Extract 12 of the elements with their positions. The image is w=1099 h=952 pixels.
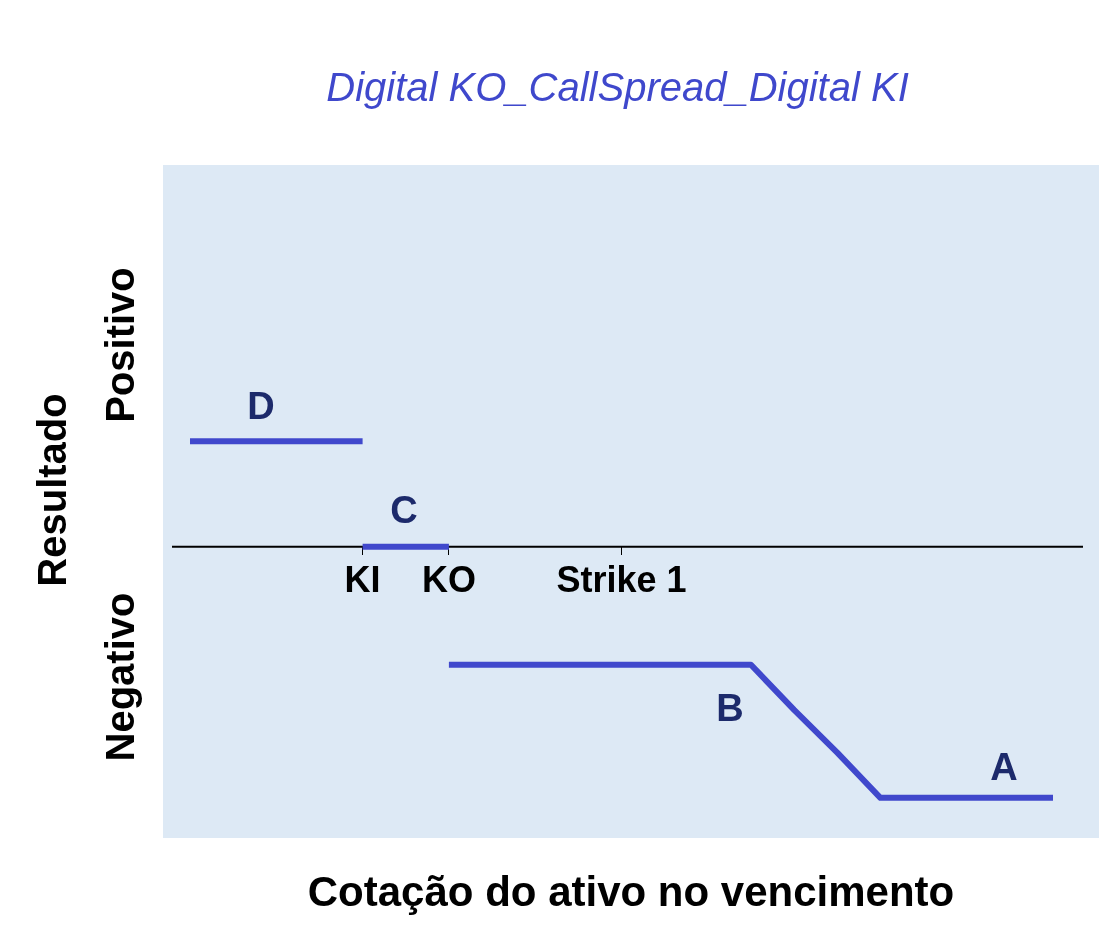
- annotation: A: [990, 745, 1018, 789]
- x-axis-title: Cotação do ativo no vencimento: [306, 868, 956, 916]
- y-axis-title: Resultado: [29, 393, 75, 587]
- x-tick-label: Strike 1: [556, 559, 687, 601]
- text: D: [247, 384, 275, 428]
- annotation: C: [390, 488, 418, 532]
- x-tick-label: KI: [344, 559, 381, 601]
- annotation: B: [716, 686, 744, 730]
- text: Negativo: [97, 592, 143, 762]
- chart-title: Digital KO_CallSpread_Digital KI: [325, 65, 910, 110]
- x-tick-label: KO: [421, 559, 476, 601]
- text: Positivo: [97, 267, 143, 423]
